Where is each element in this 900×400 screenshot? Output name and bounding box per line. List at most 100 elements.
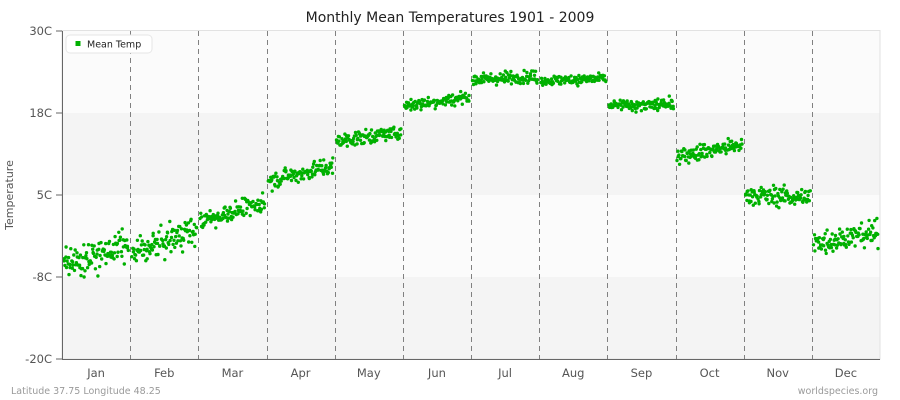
data-point [306, 172, 310, 177]
data-point [528, 74, 533, 78]
data-point [825, 228, 829, 232]
data-point [301, 167, 305, 171]
data-point [288, 174, 293, 178]
data-point [97, 247, 101, 251]
data-point [695, 145, 699, 149]
data-point [839, 242, 843, 247]
data-point [757, 202, 761, 206]
data-point [680, 149, 684, 154]
data-point [227, 216, 231, 220]
data-point [75, 251, 79, 255]
data-point [318, 158, 322, 163]
x-tick-label-may: May [357, 366, 381, 380]
data-point [139, 243, 144, 247]
data-point [661, 98, 666, 102]
data-point [676, 149, 680, 153]
data-point [95, 252, 99, 256]
data-point [289, 178, 294, 183]
data-point [616, 105, 620, 110]
data-point [354, 133, 358, 137]
data-point [351, 139, 355, 144]
data-point [115, 254, 119, 259]
data-point [79, 273, 83, 278]
x-axis-labels: Jan Feb Mar Apr May Jun Jul Aug Sep Oct Nov Dec [86, 366, 857, 380]
data-point [292, 175, 296, 180]
data-point [151, 231, 155, 235]
data-point [85, 257, 89, 261]
y-tick-label: -20C [25, 352, 52, 366]
data-point [482, 80, 486, 84]
data-point [876, 232, 880, 236]
x-tick-label-feb: Feb [154, 366, 174, 380]
data-point [251, 199, 255, 204]
data-point [683, 154, 687, 159]
data-point [808, 189, 812, 193]
data-point [371, 134, 375, 139]
data-point [244, 211, 248, 215]
data-point [858, 226, 862, 231]
x-tick-label-jan: Jan [86, 366, 105, 380]
data-point [710, 154, 714, 159]
legend-swatch [75, 41, 81, 46]
data-point [182, 238, 186, 242]
data-point [199, 211, 203, 215]
data-point [683, 148, 687, 152]
data-point [307, 176, 311, 181]
data-point [467, 93, 471, 98]
data-point [806, 193, 810, 198]
data-point [843, 242, 848, 247]
data-point [864, 230, 868, 234]
data-point [644, 107, 648, 111]
data-point [190, 240, 194, 244]
data-point [116, 250, 120, 254]
data-point [278, 182, 282, 186]
data-point [99, 240, 103, 245]
data-point [362, 141, 366, 145]
data-point [193, 232, 197, 236]
data-point [192, 222, 196, 227]
data-point [151, 234, 155, 238]
data-point [64, 265, 69, 270]
data-point [559, 75, 563, 80]
data-point [143, 243, 147, 247]
data-point [389, 135, 394, 140]
footer-source[interactable]: worldspecies.org [798, 386, 878, 397]
data-point [208, 209, 212, 213]
data-point [618, 98, 622, 102]
data-point [316, 167, 320, 171]
data-point [563, 81, 567, 85]
y-tick-label: 30C [29, 24, 52, 38]
data-point [94, 255, 98, 259]
data-point [813, 249, 817, 253]
data-point [862, 236, 866, 241]
data-point [77, 263, 82, 267]
data-point [844, 245, 848, 249]
data-point [501, 73, 506, 77]
data-point [189, 217, 193, 221]
data-point [155, 241, 160, 246]
data-point [773, 194, 777, 198]
data-point [227, 209, 231, 214]
data-point [859, 221, 864, 225]
legend[interactable]: Mean Temp [65, 34, 153, 54]
data-point [72, 253, 76, 257]
data-point [697, 158, 701, 162]
data-point [109, 250, 114, 254]
data-point [730, 139, 734, 143]
data-point [509, 69, 513, 74]
data-point [409, 97, 413, 102]
data-point [833, 243, 837, 247]
data-point [120, 227, 124, 231]
data-point [602, 74, 607, 78]
data-point [667, 94, 671, 98]
data-point [456, 99, 460, 103]
data-point [221, 211, 226, 215]
plot-band [62, 113, 880, 195]
data-point [679, 156, 683, 161]
data-point [865, 236, 869, 241]
data-point [110, 253, 115, 257]
data-point [310, 175, 314, 179]
data-point [163, 258, 167, 262]
data-point [781, 187, 785, 191]
data-point [164, 235, 169, 239]
